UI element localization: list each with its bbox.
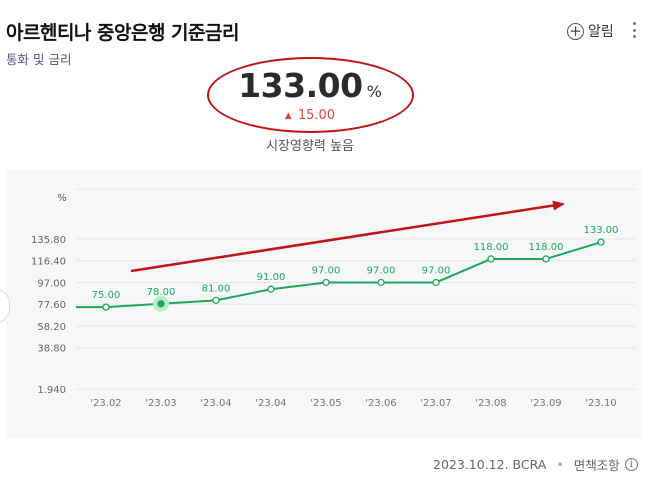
x-tick-label: '23.08 (475, 398, 506, 409)
data-point (102, 303, 110, 311)
data-label: 97.00 (422, 265, 451, 276)
date-source: 2023.10.12. BCRA (433, 457, 547, 472)
alarm-label: 알림 (588, 24, 614, 40)
data-label: 133.00 (584, 225, 619, 236)
x-tick-label: '23.10 (585, 398, 616, 409)
x-tick-label: '23.04 (200, 398, 231, 409)
footer: 2023.10.12. BCRA • 면책조항 i (433, 455, 638, 474)
data-point (157, 300, 165, 308)
category-link[interactable]: 통화 및 금리 (6, 52, 72, 67)
page-title: 아르헨티나 중앙은행 기준금리 (6, 22, 239, 44)
y-tick-label: 58.20 (37, 322, 66, 333)
series-line-segment (105, 302, 162, 309)
x-tick-label: '23.06 (365, 398, 396, 409)
data-point (212, 296, 220, 305)
y-tick-label: 1.940 (37, 385, 66, 396)
x-tick-label: '23.09 (530, 398, 561, 409)
series-line-segment (160, 299, 217, 305)
disclaimer-link[interactable]: 면책조항 (573, 458, 620, 473)
series-line-segment (270, 281, 327, 291)
data-point (267, 285, 275, 293)
x-tick-label: '23.02 (90, 398, 121, 409)
x-tick-label: '23.03 (145, 398, 176, 409)
data-point (597, 238, 605, 246)
y-tick-label: 38.80 (37, 344, 66, 355)
series-line-segment (435, 258, 492, 284)
data-point (432, 278, 440, 287)
data-label: 78.00 (147, 287, 176, 298)
market-impact: 시장영향력 높음 (266, 139, 354, 154)
data-point (322, 278, 330, 287)
y-axis-label: % (57, 193, 67, 204)
data-label: 81.00 (202, 283, 231, 294)
y-tick-label: 97.00 (37, 278, 66, 289)
series-line-segment (545, 241, 602, 260)
highlight-ellipse-annotation (207, 57, 414, 133)
data-label: 75.00 (92, 290, 121, 301)
x-tick-label: '23.07 (420, 398, 451, 409)
plus-icon: + (567, 22, 584, 40)
data-label: 97.00 (367, 265, 396, 276)
data-point (377, 278, 385, 287)
series-line-segment (215, 288, 272, 302)
y-tick-label: 77.60 (37, 300, 66, 311)
y-tick-label: 135.80 (31, 235, 66, 246)
trend-arrow-annotation (130, 200, 565, 273)
data-label: 118.00 (474, 242, 509, 253)
data-label: 91.00 (257, 272, 286, 283)
more-options-icon[interactable] (631, 22, 637, 38)
info-icon[interactable]: i (624, 458, 638, 471)
data-point (487, 255, 495, 263)
alarm-button[interactable]: + 알림 (567, 20, 614, 42)
separator-dot: • (556, 457, 564, 472)
data-label: 97.00 (312, 265, 341, 276)
y-tick-label: 116.40 (31, 257, 66, 268)
data-point (542, 255, 550, 263)
data-label: 118.00 (529, 242, 564, 253)
x-tick-label: '23.05 (310, 398, 341, 409)
x-tick-label: '23.04 (255, 398, 286, 409)
